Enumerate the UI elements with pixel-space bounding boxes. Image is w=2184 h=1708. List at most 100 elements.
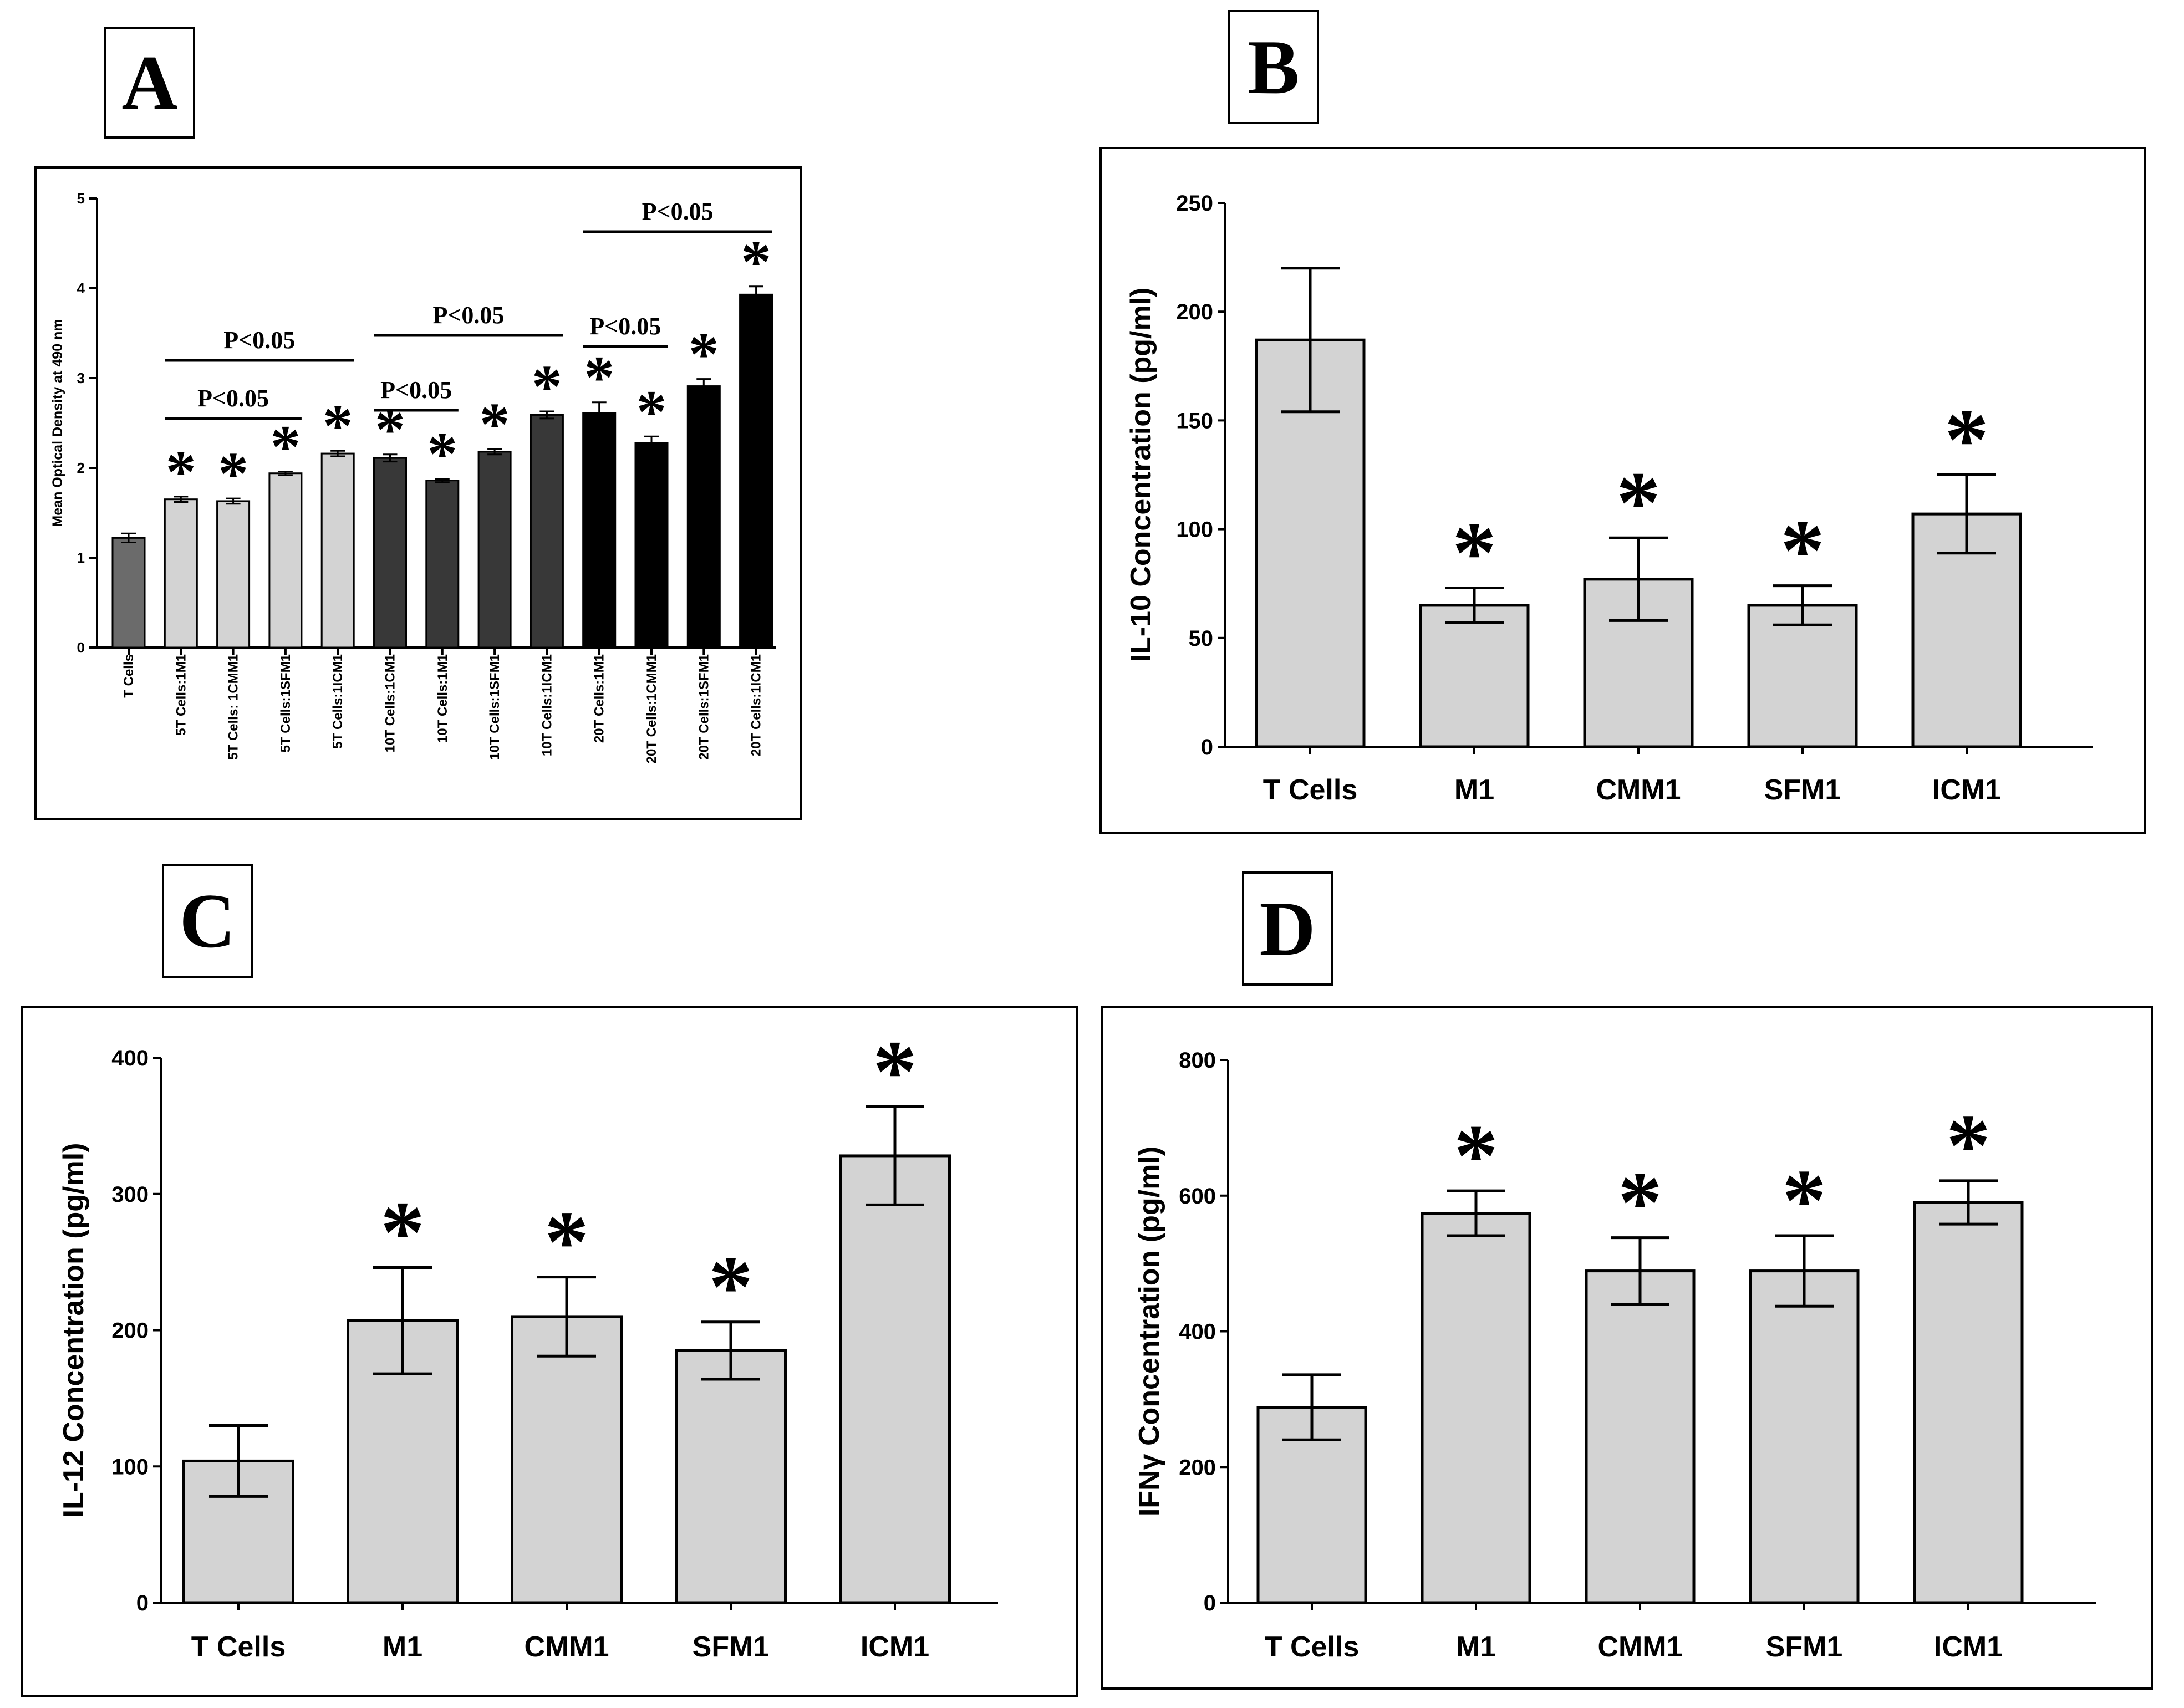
x-tick-label: 5T Cells:1ICM1 bbox=[330, 654, 345, 749]
bar bbox=[111, 537, 146, 649]
bracket-label: P<0.05 bbox=[223, 327, 295, 354]
x-tick-label: ICM1 bbox=[861, 1631, 929, 1663]
y-axis-label: IL-10 Concentration (pg/ml) bbox=[1125, 288, 1157, 662]
bar bbox=[373, 457, 407, 649]
x-tick-label: 5T Cells: 1CMM1 bbox=[226, 654, 241, 760]
panel-label-a: A bbox=[104, 27, 195, 139]
y-tick-label: 200 bbox=[111, 1319, 149, 1343]
chart-c: 0 100 200 300 400 IL-12 Concentration (pg/ml)… bbox=[58, 1022, 998, 1663]
y-tick-label: 0 bbox=[1204, 1591, 1216, 1615]
bar bbox=[216, 500, 251, 649]
y-tick-label: 300 bbox=[111, 1182, 149, 1207]
bar bbox=[675, 1349, 787, 1604]
significance-star: * bbox=[709, 1237, 753, 1336]
bar bbox=[582, 412, 617, 649]
bracket-label: P<0.05 bbox=[380, 376, 452, 404]
significance-star: * bbox=[323, 392, 353, 460]
significance-star: * bbox=[1618, 1153, 1662, 1252]
bracket-label: P<0.05 bbox=[589, 313, 661, 340]
y-tick-label: 3 bbox=[77, 370, 85, 386]
significance-star: * bbox=[584, 344, 614, 411]
x-tick-label: M1 bbox=[383, 1631, 422, 1663]
x-tick-label: 20T Cells:1CMM1 bbox=[644, 654, 659, 763]
bar bbox=[1419, 604, 1530, 748]
x-tick-label: SFM1 bbox=[693, 1631, 770, 1663]
x-tick-label: 10T Cells:1M1 bbox=[435, 654, 450, 743]
y-tick-label: 1 bbox=[77, 549, 85, 566]
y-tick-label: 800 bbox=[1179, 1048, 1216, 1073]
significance-star: * bbox=[270, 412, 301, 480]
significance-star: * bbox=[480, 390, 510, 458]
y-tick-label: 200 bbox=[1176, 300, 1213, 324]
y-tick-label: 400 bbox=[111, 1046, 149, 1070]
y-tick-label: 0 bbox=[136, 1591, 149, 1615]
x-tick-label: T Cells bbox=[191, 1631, 286, 1663]
x-tick-label: 20T Cells:1M1 bbox=[592, 654, 607, 743]
x-tick-label: CMM1 bbox=[1597, 1631, 1682, 1663]
bar bbox=[477, 451, 512, 649]
panel-label-b: B bbox=[1228, 10, 1319, 124]
chart-frame-a bbox=[34, 166, 802, 820]
x-tick-label: 5T Cells:1M1 bbox=[174, 654, 189, 736]
x-tick-label: T Cells bbox=[1265, 1631, 1360, 1663]
bar bbox=[1913, 1201, 2024, 1604]
x-tick-label: CMM1 bbox=[524, 1631, 609, 1663]
significance-star: * bbox=[166, 438, 196, 506]
y-tick-label: 5 bbox=[77, 190, 85, 207]
x-tick-label: ICM1 bbox=[1932, 774, 2001, 806]
significance-star: * bbox=[1944, 390, 1989, 489]
bracket-label: P<0.05 bbox=[432, 302, 504, 329]
y-axis-label: IFNγ Concentration (pg/ml) bbox=[1133, 1146, 1165, 1516]
x-tick-label: 5T Cells:1SFM1 bbox=[278, 654, 293, 752]
bar bbox=[839, 1154, 951, 1604]
significance-star: * bbox=[375, 396, 405, 463]
x-tick-label: 10T Cells:1CM1 bbox=[383, 654, 398, 752]
y-tick-label: 0 bbox=[77, 639, 85, 656]
significance-star: * bbox=[1782, 1151, 1826, 1250]
significance-star: * bbox=[1780, 501, 1825, 600]
chart-b: 0 50 100 150 200 250 IL-10 Concentration (pg/m… bbox=[1125, 191, 2093, 806]
y-tick-label: 150 bbox=[1176, 409, 1213, 433]
significance-star: * bbox=[1452, 503, 1496, 602]
significance-star: * bbox=[427, 420, 457, 487]
y-tick-label: 400 bbox=[1179, 1320, 1216, 1344]
significance-star: * bbox=[689, 320, 719, 388]
bar bbox=[164, 498, 198, 649]
chart-a: 0 1 2 3 4 5 Mean Optical Density at 490 nm T Ce… bbox=[50, 190, 776, 763]
x-tick-label: M1 bbox=[1456, 1631, 1496, 1663]
x-tick-label: CMM1 bbox=[1596, 774, 1681, 806]
significance-star: * bbox=[544, 1192, 589, 1291]
significance-star: * bbox=[1616, 453, 1661, 552]
significance-star: * bbox=[532, 353, 562, 420]
significance-star: * bbox=[1454, 1106, 1498, 1205]
x-tick-label: T Cells bbox=[1263, 774, 1358, 806]
bar bbox=[530, 414, 564, 649]
bar bbox=[1749, 1269, 1860, 1604]
bar bbox=[634, 442, 669, 649]
bar bbox=[320, 452, 355, 649]
bar bbox=[739, 293, 773, 649]
panel-label-c: C bbox=[162, 864, 253, 978]
significance-star: * bbox=[873, 1022, 917, 1120]
significance-star: * bbox=[380, 1182, 425, 1281]
bar bbox=[511, 1315, 623, 1604]
bar bbox=[268, 472, 303, 649]
y-tick-label: 2 bbox=[77, 460, 85, 476]
bar bbox=[686, 385, 721, 649]
bar bbox=[1585, 1269, 1696, 1604]
y-tick-label: 250 bbox=[1176, 191, 1213, 216]
significance-star: * bbox=[1946, 1096, 1990, 1195]
x-tick-label: 20T Cells:1ICM1 bbox=[749, 654, 764, 756]
y-axis-label: Mean Optical Density at 490 nm bbox=[50, 319, 65, 527]
panel-label-d: D bbox=[1242, 871, 1333, 986]
y-tick-label: 50 bbox=[1189, 626, 1214, 651]
x-tick-label: M1 bbox=[1454, 774, 1494, 806]
y-axis-label: IL-12 Concentration (pg/ml) bbox=[58, 1143, 90, 1518]
x-tick-label: 10T Cells:1ICM1 bbox=[539, 654, 554, 756]
y-tick-label: 200 bbox=[1179, 1455, 1216, 1480]
significance-star: * bbox=[741, 228, 771, 295]
significance-star: * bbox=[637, 378, 667, 445]
y-tick-label: 100 bbox=[111, 1455, 149, 1479]
x-tick-label: 10T Cells:1SFM1 bbox=[487, 654, 502, 760]
bar bbox=[1421, 1212, 1531, 1604]
